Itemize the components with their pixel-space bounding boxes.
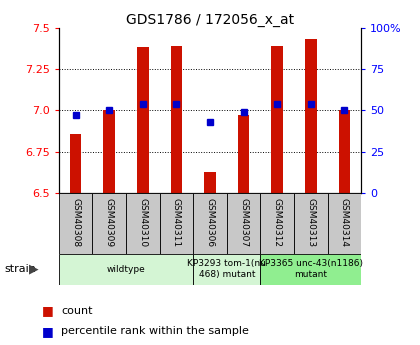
Bar bbox=[328, 193, 361, 254]
Text: GSM40307: GSM40307 bbox=[239, 198, 248, 247]
Bar bbox=[260, 193, 294, 254]
Bar bbox=[70, 134, 81, 193]
Text: GSM40314: GSM40314 bbox=[340, 198, 349, 247]
Text: GSM40308: GSM40308 bbox=[71, 198, 80, 247]
Text: percentile rank within the sample: percentile rank within the sample bbox=[61, 326, 249, 336]
Bar bbox=[193, 193, 227, 254]
Bar bbox=[137, 48, 149, 193]
Text: KP3365 unc-43(n1186)
mutant: KP3365 unc-43(n1186) mutant bbox=[259, 259, 363, 279]
Bar bbox=[59, 254, 193, 285]
Bar bbox=[59, 193, 92, 254]
Text: GSM40311: GSM40311 bbox=[172, 198, 181, 247]
Text: wildtype: wildtype bbox=[107, 265, 145, 274]
Bar bbox=[204, 172, 216, 193]
Bar bbox=[227, 193, 260, 254]
Text: KP3293 tom-1(nu
468) mutant: KP3293 tom-1(nu 468) mutant bbox=[187, 259, 266, 279]
Text: ▶: ▶ bbox=[29, 263, 39, 276]
Text: GSM40310: GSM40310 bbox=[138, 198, 147, 247]
Bar bbox=[271, 46, 283, 193]
Text: ■: ■ bbox=[42, 304, 54, 317]
Title: GDS1786 / 172056_x_at: GDS1786 / 172056_x_at bbox=[126, 12, 294, 27]
Bar bbox=[260, 254, 361, 285]
Bar bbox=[193, 254, 260, 285]
Bar bbox=[238, 115, 249, 193]
Text: count: count bbox=[61, 306, 92, 315]
Bar bbox=[126, 193, 160, 254]
Text: ■: ■ bbox=[42, 325, 54, 338]
Bar bbox=[339, 110, 350, 193]
Bar bbox=[171, 46, 182, 193]
Bar bbox=[103, 110, 115, 193]
Bar bbox=[305, 39, 317, 193]
Text: GSM40313: GSM40313 bbox=[306, 198, 315, 247]
Bar bbox=[160, 193, 193, 254]
Text: GSM40309: GSM40309 bbox=[105, 198, 114, 247]
Bar bbox=[92, 193, 126, 254]
Bar bbox=[294, 193, 328, 254]
Text: GSM40312: GSM40312 bbox=[273, 198, 282, 247]
Text: GSM40306: GSM40306 bbox=[205, 198, 215, 247]
Text: strain: strain bbox=[4, 264, 36, 274]
